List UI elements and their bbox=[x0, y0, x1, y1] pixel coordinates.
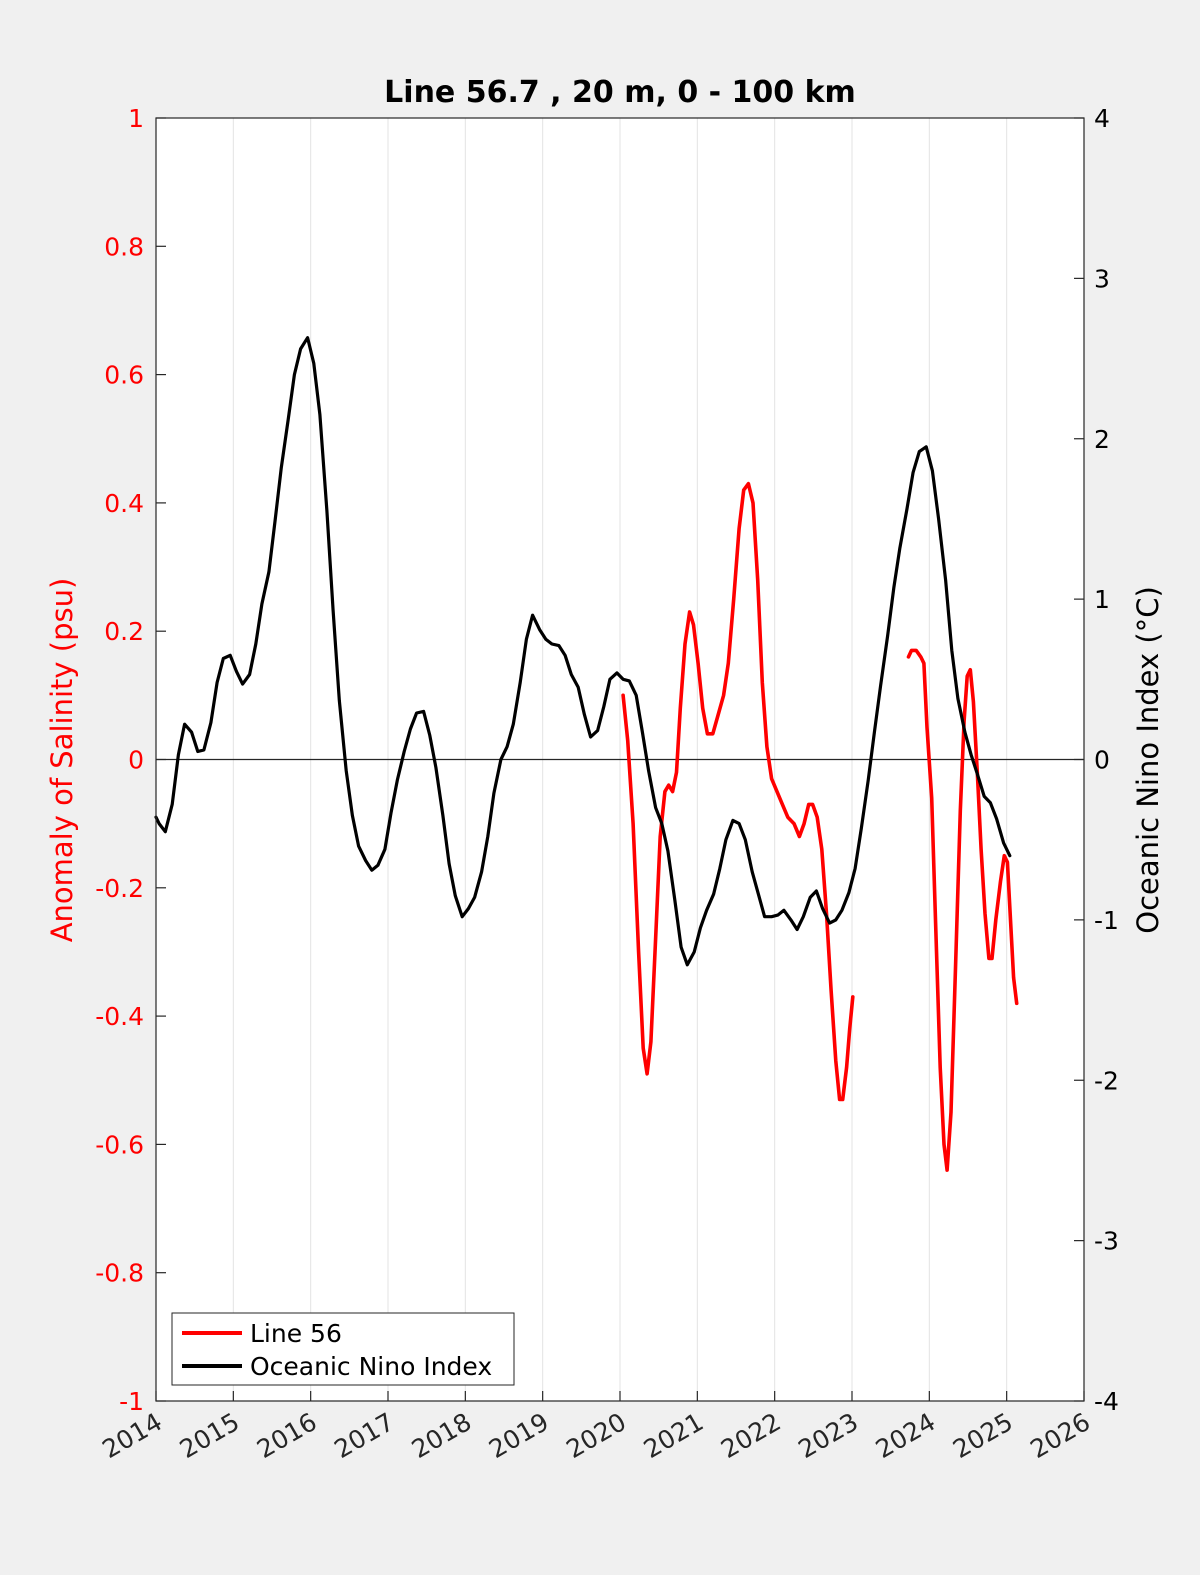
left-tick-label: 0.6 bbox=[104, 361, 144, 390]
right-tick-label: -1 bbox=[1094, 906, 1119, 935]
line-56-series-line-1 bbox=[906, 648, 1019, 1172]
left-tick-label: 0.4 bbox=[104, 489, 144, 518]
oni-series-line-0 bbox=[154, 336, 1012, 967]
left-y-axis-ticks: -1 -0.8 -0.6 -0.4 -0.2 0 0.2 0.4 0.6 0.8 1 bbox=[95, 104, 166, 1416]
legend: Line 56 Oceanic Nino Index bbox=[171, 1312, 515, 1386]
right-tick-label: 4 bbox=[1094, 104, 1110, 133]
right-tick-label: 0 bbox=[1094, 746, 1110, 775]
right-tick-label: -2 bbox=[1094, 1066, 1119, 1095]
right-tick-label: 1 bbox=[1094, 585, 1110, 614]
right-y-axis-label: Oceanic Nino Index (°C) bbox=[1131, 586, 1165, 934]
legend-label-line-56: Line 56 bbox=[250, 1319, 342, 1348]
left-tick-label: -0.2 bbox=[95, 874, 144, 903]
legend-label-oni: Oceanic Nino Index bbox=[250, 1352, 492, 1381]
left-tick-label: 0.2 bbox=[104, 617, 144, 646]
left-tick-label: 1 bbox=[128, 104, 144, 133]
left-y-axis-label: Anomaly of Salinity (psu) bbox=[45, 578, 79, 943]
right-tick-label: -3 bbox=[1094, 1227, 1119, 1256]
right-y-axis-ticks: -4 -3 -2 -1 0 1 2 3 4 bbox=[1074, 104, 1119, 1416]
right-tick-label: 3 bbox=[1094, 264, 1110, 293]
left-tick-label: -0.8 bbox=[95, 1259, 144, 1288]
legend-box bbox=[171, 1312, 515, 1386]
series-layer bbox=[154, 336, 1019, 1172]
chart-title: Line 56.7 , 20 m, 0 - 100 km bbox=[384, 75, 856, 110]
left-tick-label: -1 bbox=[119, 1387, 144, 1416]
left-tick-label: -0.6 bbox=[95, 1130, 144, 1159]
left-tick-label: -0.4 bbox=[95, 1002, 144, 1031]
right-tick-label: 2 bbox=[1094, 425, 1110, 454]
left-tick-label: 0.8 bbox=[104, 232, 144, 261]
left-tick-label: 0 bbox=[128, 746, 144, 775]
right-tick-label: -4 bbox=[1094, 1387, 1119, 1416]
